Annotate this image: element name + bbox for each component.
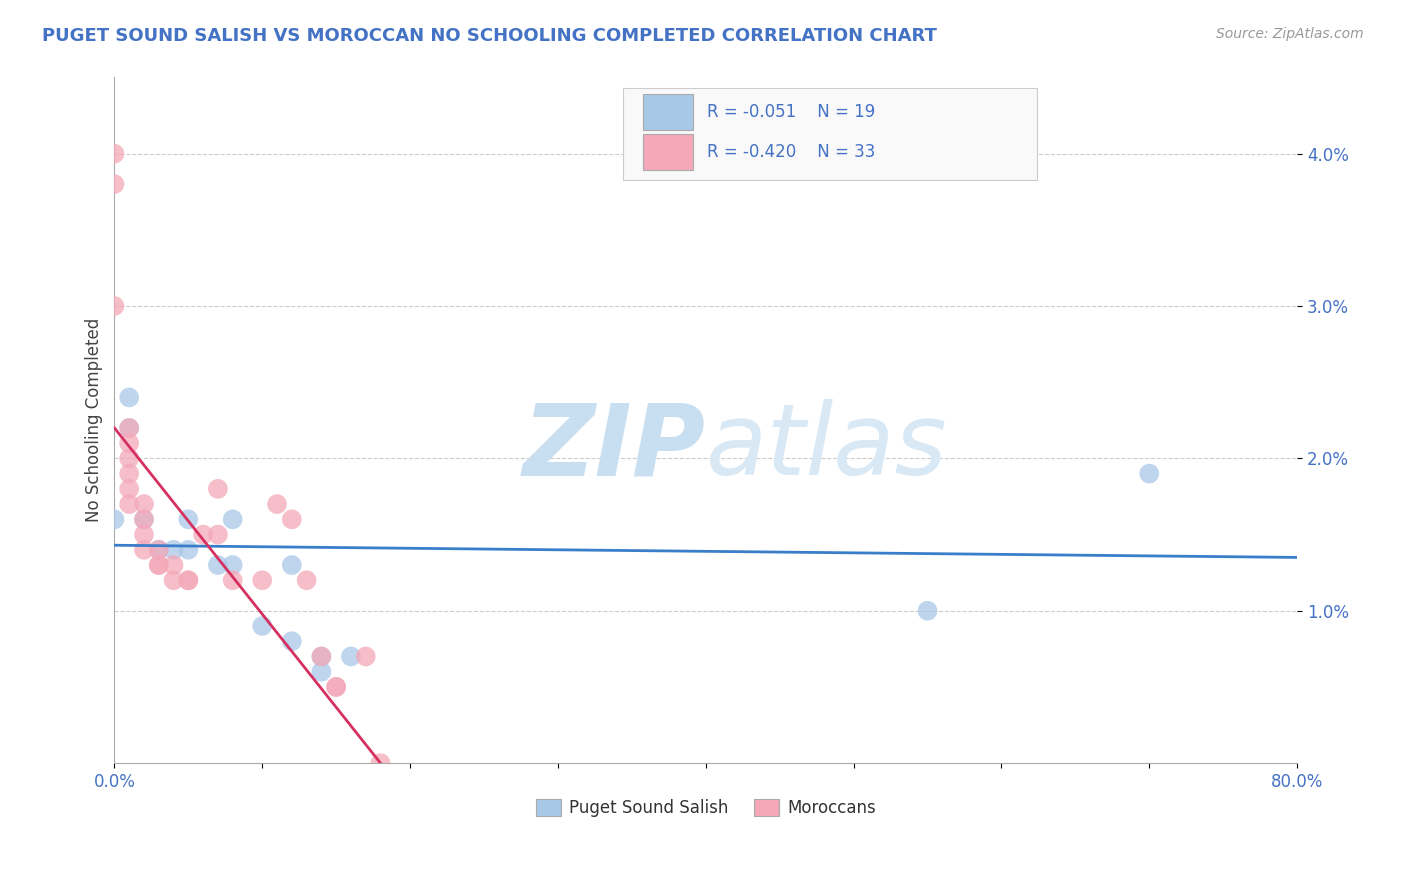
Text: atlas: atlas [706,400,948,496]
Point [132,512,155,526]
Point [266,497,288,511]
Point [118,436,141,450]
Point [221,512,243,526]
Point [148,558,170,572]
Point [281,634,304,648]
Point [103,146,125,161]
Point [118,451,141,466]
Point [325,680,347,694]
Point [148,542,170,557]
Point [207,558,229,572]
Bar [643,94,693,129]
Point [1137,467,1160,481]
Point [295,574,318,588]
Point [148,542,170,557]
Point [162,542,184,557]
Point [118,497,141,511]
Point [132,542,155,557]
Bar [643,135,693,170]
Point [118,467,141,481]
Point [148,558,170,572]
Point [325,680,347,694]
Point [354,649,377,664]
Text: PUGET SOUND SALISH VS MOROCCAN NO SCHOOLING COMPLETED CORRELATION CHART: PUGET SOUND SALISH VS MOROCCAN NO SCHOOL… [42,27,936,45]
FancyBboxPatch shape [623,87,1036,180]
Legend: Puget Sound Salish, Moroccans: Puget Sound Salish, Moroccans [529,792,883,823]
Point [917,604,939,618]
Point [132,512,155,526]
Point [177,574,200,588]
Point [207,527,229,541]
Point [177,574,200,588]
Y-axis label: No Schooling Completed: No Schooling Completed [86,318,103,523]
Point [252,574,274,588]
Point [281,558,304,572]
Point [118,391,141,405]
Point [132,497,155,511]
Point [191,527,214,541]
Point [132,527,155,541]
Point [103,512,125,526]
Point [311,649,333,664]
Point [221,558,243,572]
Point [281,512,304,526]
Text: R = -0.051    N = 19: R = -0.051 N = 19 [707,103,875,121]
Point [370,756,392,771]
Point [207,482,229,496]
Point [162,558,184,572]
Point [340,649,363,664]
Text: R = -0.420    N = 33: R = -0.420 N = 33 [707,144,876,161]
Point [162,574,184,588]
Point [252,619,274,633]
Point [118,482,141,496]
Point [103,299,125,313]
Point [118,421,141,435]
Point [311,665,333,679]
Point [177,542,200,557]
Point [311,649,333,664]
Point [118,421,141,435]
Point [177,512,200,526]
Point [221,574,243,588]
Point [103,177,125,191]
Text: Source: ZipAtlas.com: Source: ZipAtlas.com [1216,27,1364,41]
Text: ZIP: ZIP [523,400,706,496]
